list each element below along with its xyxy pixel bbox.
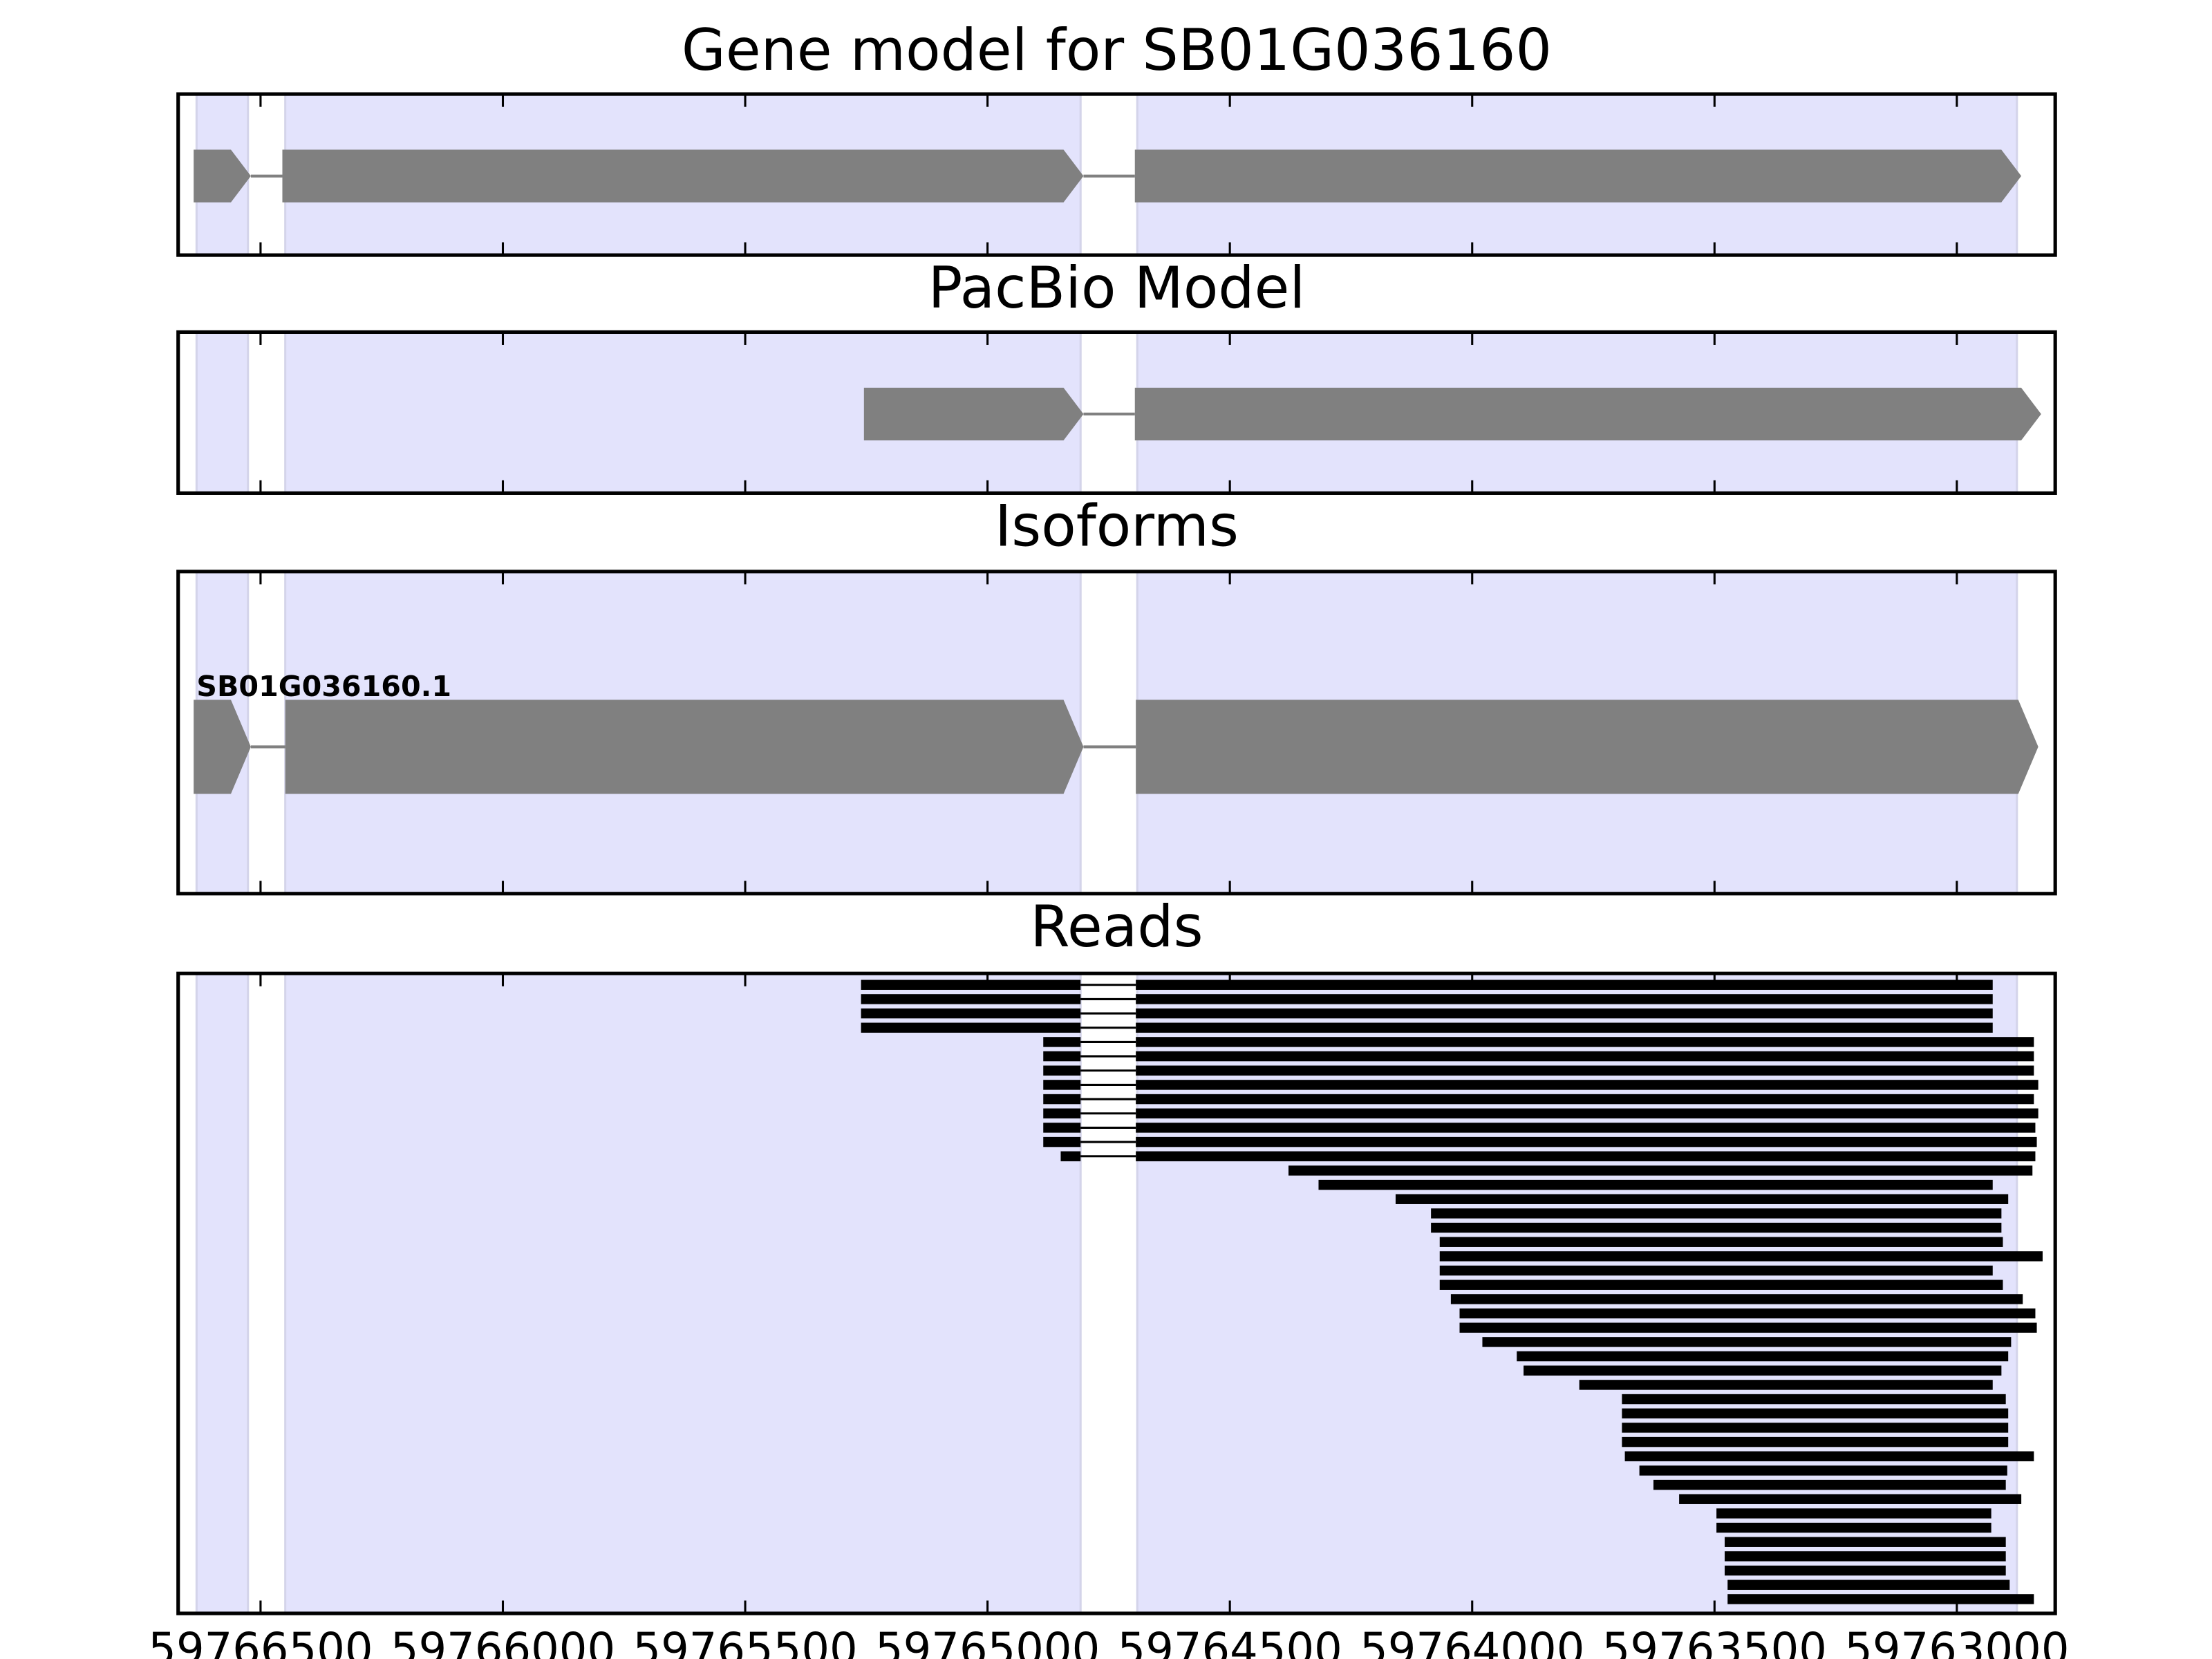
x-tick-label: 59765000 xyxy=(875,1624,1100,1659)
isoform-label: SB01G036160.1 xyxy=(196,670,451,703)
read-block xyxy=(1624,1451,2034,1461)
read-block xyxy=(1725,1537,2006,1547)
read-block xyxy=(861,1008,1081,1019)
x-tick-label: 59766500 xyxy=(148,1624,373,1659)
read-block xyxy=(861,994,1081,1004)
read-block xyxy=(1136,1037,2034,1047)
read-block xyxy=(1136,1008,1993,1019)
panel-title: Gene model for SB01G036160 xyxy=(682,17,1552,84)
read-block xyxy=(1136,1080,2038,1090)
exon xyxy=(194,149,251,203)
panel-title: Reads xyxy=(1030,894,1203,960)
read-block xyxy=(1459,1322,2037,1333)
panel-frame xyxy=(176,92,2057,257)
read-block xyxy=(1060,1151,1081,1161)
exon xyxy=(1136,700,2038,794)
exon xyxy=(285,700,1084,794)
read-block xyxy=(1318,1179,1993,1190)
read-block xyxy=(1439,1265,1993,1276)
exon xyxy=(1134,149,2022,203)
read-block xyxy=(1639,1465,2007,1476)
x-tick-label: 59763000 xyxy=(1844,1624,2069,1659)
read-block xyxy=(1136,1022,1993,1033)
read-block xyxy=(1043,1108,1081,1118)
read-block xyxy=(1136,1065,2034,1076)
read-block xyxy=(1716,1508,1991,1519)
read-block xyxy=(1136,1123,2036,1133)
read-block xyxy=(1136,1108,2038,1118)
read-block xyxy=(1524,1365,2002,1376)
read-block xyxy=(1727,1580,2010,1590)
read-block xyxy=(1431,1208,2002,1219)
read-block xyxy=(1725,1565,2006,1576)
read-block xyxy=(861,980,1081,990)
read-block xyxy=(1622,1408,2009,1418)
exon xyxy=(282,149,1084,203)
read-block xyxy=(1716,1522,1991,1533)
panel-title: PacBio Model xyxy=(928,255,1306,321)
read-block xyxy=(1653,1479,2006,1490)
read-block xyxy=(1439,1280,2003,1290)
read-block xyxy=(861,1022,1081,1033)
exon-region xyxy=(284,972,1082,1615)
x-tick-label: 59765500 xyxy=(632,1624,857,1659)
exon xyxy=(1134,387,2041,441)
read-block xyxy=(1043,1080,1081,1090)
x-tick-label: 59764500 xyxy=(1118,1624,1342,1659)
read-block xyxy=(1136,1151,2036,1161)
panel-frame xyxy=(176,330,2057,495)
read-block xyxy=(1459,1308,2036,1319)
read-block xyxy=(1725,1551,2006,1562)
panel-frame xyxy=(176,570,2057,896)
x-tick-label: 59764000 xyxy=(1360,1624,1584,1659)
read-block xyxy=(1727,1594,2034,1604)
read-block xyxy=(1439,1251,2043,1262)
panel-title: Isoforms xyxy=(995,493,1239,559)
exon xyxy=(194,700,251,794)
read-block xyxy=(1679,1494,2022,1504)
exon-region xyxy=(195,330,250,494)
x-tick-label: 59766000 xyxy=(391,1624,615,1659)
read-block xyxy=(1136,1136,2037,1147)
read-block xyxy=(1136,1094,2034,1105)
read-block xyxy=(1288,1165,2033,1176)
read-block xyxy=(1136,1051,2034,1062)
read-block xyxy=(1579,1380,1993,1390)
read-block xyxy=(1622,1423,2009,1433)
read-block xyxy=(1395,1194,2009,1204)
read-block xyxy=(1043,1123,1081,1133)
exon-region xyxy=(195,972,250,1615)
read-block xyxy=(1439,1237,2003,1247)
read-block xyxy=(1622,1436,2009,1447)
read-block xyxy=(1450,1294,2023,1304)
read-block xyxy=(1622,1394,2006,1405)
x-tick-label: 59763500 xyxy=(1602,1624,1827,1659)
exon xyxy=(863,387,1084,441)
read-block xyxy=(1043,1136,1081,1147)
read-block xyxy=(1136,980,1993,990)
read-block xyxy=(1431,1222,2002,1233)
panel-frame xyxy=(176,971,2057,1615)
read-block xyxy=(1043,1051,1081,1062)
read-block xyxy=(1136,994,1993,1004)
read-block xyxy=(1043,1094,1081,1105)
read-block xyxy=(1482,1337,2012,1347)
read-block xyxy=(1043,1037,1081,1047)
read-block xyxy=(1043,1065,1081,1076)
read-block xyxy=(1517,1351,2009,1362)
